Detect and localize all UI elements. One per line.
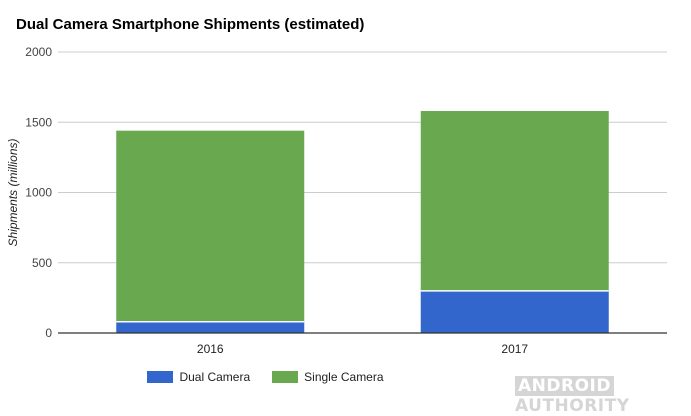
x-tick-label: 2016 [197,342,224,356]
legend: Dual Camera Single Camera [0,370,691,384]
bar-single-camera-2017 [420,111,609,291]
chart: Dual Camera Smartphone Shipments (estima… [0,16,691,416]
y-tick-label: 0 [45,326,52,340]
y-axis-label: Shipments (millions) [6,138,20,246]
legend-item-single-camera[interactable]: Single Camera [272,370,384,384]
y-tick-label: 500 [32,256,52,270]
bar-single-camera-2016 [116,130,305,322]
y-tick-label: 2000 [25,45,52,59]
bar-dual-camera-2017 [420,290,609,333]
chart-title: Dual Camera Smartphone Shipments (estima… [16,16,365,33]
legend-label: Single Camera [304,370,384,384]
legend-swatch [272,371,299,383]
plot-area: 0 500 1000 1500 2000 Shipments (millions) 2016… [6,45,667,356]
bar-dual-camera-2016 [116,321,305,333]
legend-label: Dual Camera [179,370,251,384]
legend-item-dual-camera[interactable]: Dual Camera [147,370,250,384]
legend-swatch [147,371,174,383]
y-tick-label: 1000 [25,186,52,200]
y-tick-label: 1500 [25,115,52,129]
x-tick-label: 2017 [501,342,528,356]
watermark-logo: ANDROID AUTHORITY [515,376,630,416]
